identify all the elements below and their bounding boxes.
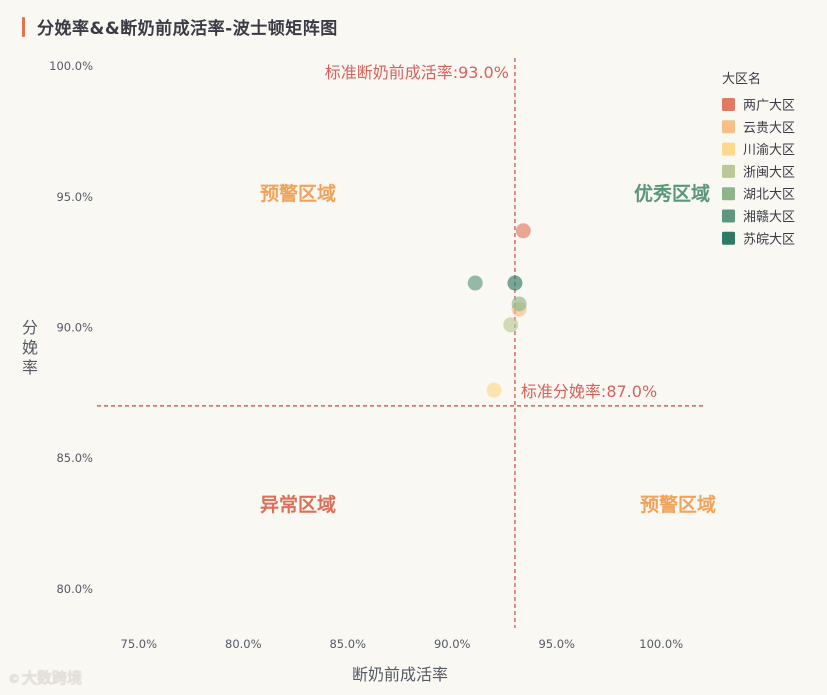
data-point (503, 317, 519, 333)
y-tick-label: 80.0% (56, 582, 93, 596)
y-tick-label: 85.0% (56, 451, 93, 465)
x-tick-label: 85.0% (329, 637, 366, 651)
y-tick-label: 100.0% (49, 59, 93, 73)
watermark-logo-icon: © (8, 672, 20, 686)
data-point (467, 275, 483, 291)
y-tick-label: 90.0% (56, 320, 93, 334)
x-tick-label: 90.0% (434, 637, 471, 651)
data-point (511, 296, 527, 312)
quadrant-label-top-right: 优秀区域 (634, 182, 710, 205)
x-tick-label: 95.0% (538, 637, 575, 651)
quadrant-label-bottom-left: 异常区域 (260, 493, 336, 516)
quadrant-label-bottom-right: 预警区域 (640, 493, 716, 516)
quadrant-label-top-left: 预警区域 (260, 182, 336, 205)
y-axis-title-char: 分 (22, 318, 38, 337)
x-tick-label: 100.0% (639, 637, 683, 651)
legend-label: 湘赣大区 (743, 210, 795, 225)
watermark: © 大数跨境 (8, 667, 82, 688)
chart-title-bar: 分娩率&&断奶前成活率-波士顿矩阵图 (22, 14, 338, 39)
x-tick-label: 80.0% (225, 637, 262, 651)
reference-line-horizontal-label: 标准分娩率:87.0% (521, 382, 657, 401)
y-axis-title-char: 娩 (22, 338, 38, 357)
legend-swatch (722, 187, 735, 201)
title-accent-bar (22, 16, 25, 37)
y-axis-title-char: 率 (22, 358, 38, 377)
watermark-text: 大数跨境 (22, 669, 83, 687)
legend-label: 两广大区 (743, 99, 795, 114)
legend-label: 云贵大区 (743, 121, 795, 136)
legend-label: 浙闽大区 (743, 165, 795, 180)
legend-swatch (722, 98, 735, 111)
legend-swatch (722, 164, 735, 178)
data-point (486, 382, 502, 398)
y-tick-label: 95.0% (56, 190, 93, 204)
x-axis-title: 断奶前成活率 (352, 665, 448, 684)
reference-line-vertical-label: 标准断奶前成活率:93.0% (325, 63, 509, 82)
legend-label: 川渝大区 (743, 142, 795, 158)
legend-swatch (722, 120, 735, 134)
data-point (515, 223, 531, 239)
legend-swatch (722, 231, 735, 245)
legend-label: 苏皖大区 (743, 231, 795, 247)
legend-label: 湖北大区 (743, 188, 795, 203)
legend-swatch (722, 142, 735, 156)
legend-swatch (722, 209, 735, 223)
chart-title: 分娩率&&断奶前成活率-波士顿矩阵图 (37, 19, 338, 39)
data-point (507, 275, 523, 291)
legend-title: 大区名 (722, 71, 761, 87)
x-tick-label: 75.0% (121, 637, 158, 651)
